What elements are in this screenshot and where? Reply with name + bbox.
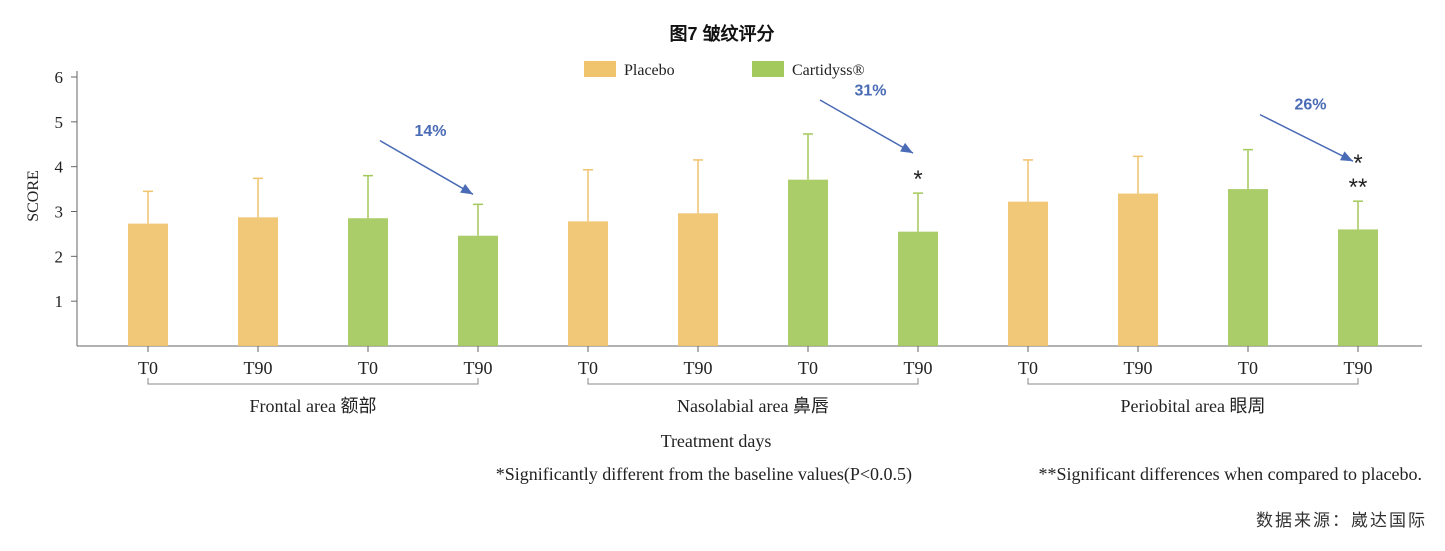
group-bracket (1027, 378, 1359, 385)
x-tick-label: T0 (798, 358, 818, 378)
significance-marker: * (1353, 150, 1362, 177)
group-bracket (147, 378, 479, 385)
x-tick-label: T90 (1344, 358, 1373, 378)
bar (238, 217, 278, 346)
y-tick-label: 6 (55, 68, 64, 87)
bar (1228, 189, 1268, 346)
bar (678, 213, 718, 346)
trend-arrow-head (900, 142, 913, 154)
significance-marker: ** (1349, 174, 1368, 201)
reduction-label: 26% (1294, 96, 1326, 113)
x-tick-label: T0 (358, 358, 378, 378)
y-tick-label: 1 (55, 292, 64, 311)
x-tick-label: T0 (1238, 358, 1258, 378)
group-label: Frontal area 额部 (250, 396, 377, 416)
y-tick-label: 4 (55, 158, 64, 177)
bar (458, 235, 498, 346)
y-tick-label: 5 (55, 113, 64, 132)
significance-marker: * (913, 166, 922, 193)
x-tick-label: T90 (244, 358, 273, 378)
x-tick-label: T90 (684, 358, 713, 378)
legend-swatch (584, 61, 616, 77)
trend-arrow (379, 139, 474, 195)
x-tick-label: T90 (904, 358, 933, 378)
bar (1008, 201, 1048, 346)
legend-label: Cartidyss® (792, 62, 865, 79)
footnote-placebo: **Significant differences when compared … (1038, 464, 1422, 484)
bar (1118, 193, 1158, 346)
chart-title: 图7 皱纹评分 (669, 23, 774, 44)
group-label: Nasolabial area 鼻唇 (677, 396, 829, 416)
trend-arrow-head (460, 183, 473, 195)
y-tick-label: 2 (55, 247, 64, 266)
x-tick-label: T0 (578, 358, 598, 378)
group-label: Periobital area 眼周 (1121, 396, 1266, 416)
x-axis-label: Treatment days (661, 431, 772, 451)
bar (898, 231, 938, 346)
bar (1338, 229, 1378, 346)
trend-arrow (819, 99, 914, 154)
bar (348, 218, 388, 346)
reduction-label: 31% (854, 82, 886, 99)
bar (128, 223, 168, 346)
x-tick-label: T0 (1018, 358, 1038, 378)
reduction-label: 14% (414, 123, 446, 140)
footnote-baseline: *Significantly different from the baseli… (496, 464, 912, 485)
legend-swatch (752, 61, 784, 77)
bar (568, 221, 608, 346)
trend-arrow (1259, 113, 1354, 162)
group-bracket (587, 378, 919, 385)
x-tick-label: T0 (138, 358, 158, 378)
legend-label: Placebo (624, 62, 675, 79)
bar (788, 179, 828, 346)
y-axis-label: SCORE (25, 170, 42, 222)
x-tick-label: T90 (1124, 358, 1153, 378)
y-tick-label: 3 (55, 203, 64, 222)
x-tick-label: T90 (464, 358, 493, 378)
source-note: 数据来源：崴达国际 (1256, 511, 1427, 531)
trend-arrow-head (1340, 151, 1353, 162)
